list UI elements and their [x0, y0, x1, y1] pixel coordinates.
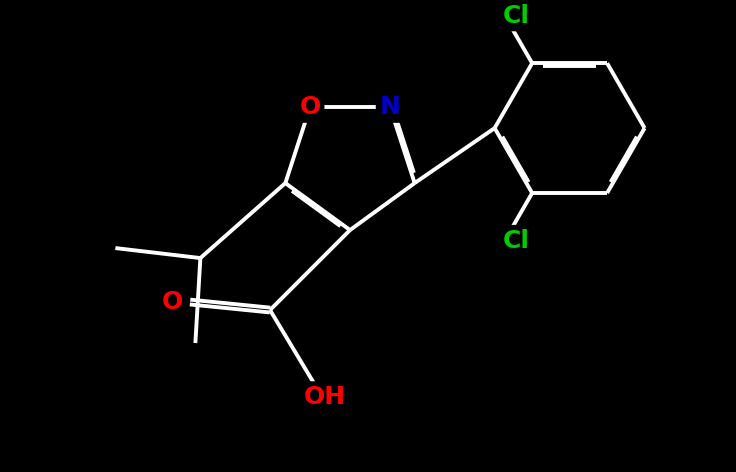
Text: O: O [161, 290, 183, 314]
Text: O: O [300, 95, 321, 119]
Text: N: N [380, 95, 400, 119]
Text: OH: OH [304, 385, 346, 409]
Text: Cl: Cl [503, 4, 530, 27]
Text: Cl: Cl [503, 228, 530, 253]
